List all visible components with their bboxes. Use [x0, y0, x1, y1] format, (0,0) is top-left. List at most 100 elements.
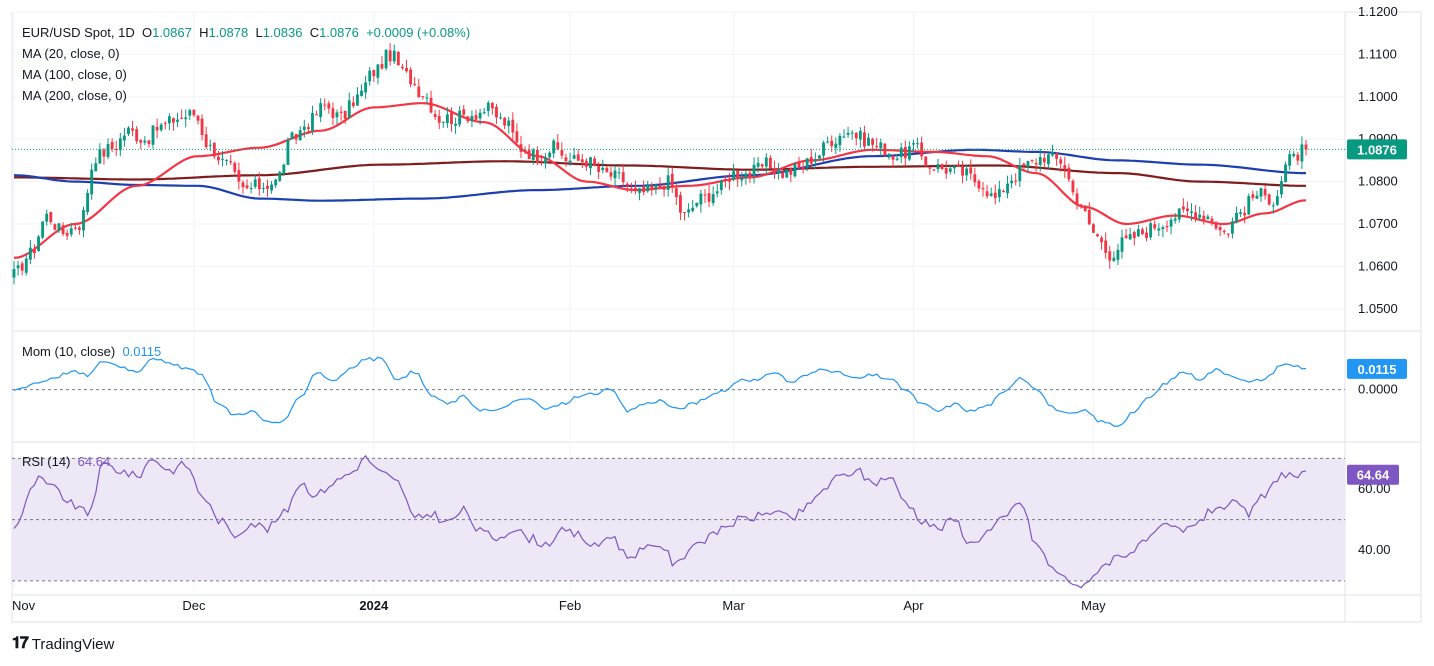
candle[interactable]	[33, 244, 36, 259]
candle[interactable]	[241, 180, 245, 194]
candle[interactable]	[192, 109, 196, 117]
candle[interactable]	[1230, 217, 1234, 239]
candle[interactable]	[916, 137, 920, 149]
candle[interactable]	[969, 159, 973, 180]
candle[interactable]	[1132, 230, 1136, 246]
candle[interactable]	[1259, 187, 1263, 202]
candle[interactable]	[613, 165, 617, 186]
candle[interactable]	[306, 123, 310, 135]
rsi-line[interactable]	[13, 454, 1307, 589]
candle[interactable]	[28, 240, 32, 265]
candle[interactable]	[723, 175, 727, 188]
candle[interactable]	[49, 211, 53, 225]
candle[interactable]	[650, 182, 654, 196]
candle[interactable]	[400, 63, 404, 70]
candle[interactable]	[261, 182, 265, 193]
candle[interactable]	[57, 222, 61, 233]
candle[interactable]	[1263, 185, 1267, 200]
candle[interactable]	[360, 84, 363, 97]
candle[interactable]	[237, 162, 241, 190]
candle[interactable]	[98, 143, 102, 164]
candle[interactable]	[544, 153, 547, 169]
candle[interactable]	[768, 155, 772, 169]
candle[interactable]	[781, 168, 785, 179]
candle[interactable]	[719, 179, 723, 195]
symbol-label[interactable]: EUR/USD Spot, 1D	[22, 25, 135, 40]
candle[interactable]	[965, 164, 969, 181]
candle[interactable]	[1071, 179, 1075, 196]
candle[interactable]	[1161, 225, 1165, 238]
candle[interactable]	[1247, 193, 1251, 216]
candle[interactable]	[73, 223, 77, 231]
candle[interactable]	[319, 98, 323, 123]
candle[interactable]	[576, 149, 580, 161]
candle[interactable]	[605, 166, 609, 173]
candle[interactable]	[466, 115, 470, 124]
candle[interactable]	[41, 221, 45, 240]
candle[interactable]	[1292, 151, 1296, 158]
candle[interactable]	[793, 162, 797, 178]
candle[interactable]	[421, 95, 425, 100]
candle[interactable]	[813, 152, 817, 169]
candle[interactable]	[233, 161, 237, 174]
candle[interactable]	[335, 109, 339, 125]
candle[interactable]	[1304, 139, 1308, 156]
candle[interactable]	[540, 154, 543, 166]
candle[interactable]	[740, 172, 744, 187]
candle[interactable]	[634, 180, 637, 195]
candle[interactable]	[184, 109, 188, 128]
candle[interactable]	[572, 147, 576, 160]
candle[interactable]	[1280, 176, 1283, 198]
candle[interactable]	[200, 114, 204, 141]
candle[interactable]	[936, 158, 940, 173]
candle[interactable]	[601, 159, 605, 174]
candle[interactable]	[863, 125, 866, 152]
candle[interactable]	[143, 136, 147, 146]
candle[interactable]	[1067, 163, 1071, 183]
candle[interactable]	[302, 119, 306, 138]
candle[interactable]	[445, 106, 449, 128]
candle[interactable]	[822, 140, 825, 163]
candle[interactable]	[674, 184, 678, 205]
candle[interactable]	[1010, 174, 1014, 189]
candle[interactable]	[77, 225, 81, 235]
candle[interactable]	[867, 133, 870, 146]
candle[interactable]	[580, 153, 584, 169]
candle[interactable]	[1251, 190, 1255, 201]
candle[interactable]	[531, 147, 535, 165]
candle[interactable]	[212, 142, 216, 159]
candle[interactable]	[172, 117, 175, 131]
candle[interactable]	[376, 63, 380, 85]
candle[interactable]	[511, 112, 515, 141]
candle[interactable]	[842, 129, 846, 139]
candle[interactable]	[560, 142, 564, 160]
candle[interactable]	[368, 67, 372, 86]
candle[interactable]	[1002, 189, 1005, 193]
candle[interactable]	[993, 184, 997, 205]
candle[interactable]	[1300, 136, 1304, 170]
candle[interactable]	[470, 110, 474, 128]
candle[interactable]	[764, 153, 768, 174]
candle[interactable]	[818, 154, 821, 160]
candle[interactable]	[752, 157, 756, 184]
candle[interactable]	[1112, 251, 1116, 263]
candle[interactable]	[474, 109, 478, 121]
candle[interactable]	[687, 203, 691, 218]
candle[interactable]	[159, 122, 163, 132]
candle[interactable]	[711, 186, 715, 206]
candle[interactable]	[1026, 160, 1030, 173]
candle[interactable]	[1038, 148, 1042, 172]
candle[interactable]	[257, 172, 261, 196]
candle[interactable]	[1267, 193, 1271, 206]
candle[interactable]	[388, 43, 392, 66]
ma20-legend[interactable]: MA (20, close, 0)	[22, 46, 120, 61]
candle[interactable]	[147, 139, 151, 148]
candle[interactable]	[1202, 210, 1206, 225]
candle[interactable]	[1055, 152, 1059, 166]
candle[interactable]	[1091, 223, 1095, 233]
candle[interactable]	[245, 179, 249, 190]
candle[interactable]	[891, 154, 895, 167]
candle[interactable]	[102, 147, 106, 165]
candle[interactable]	[985, 184, 989, 199]
